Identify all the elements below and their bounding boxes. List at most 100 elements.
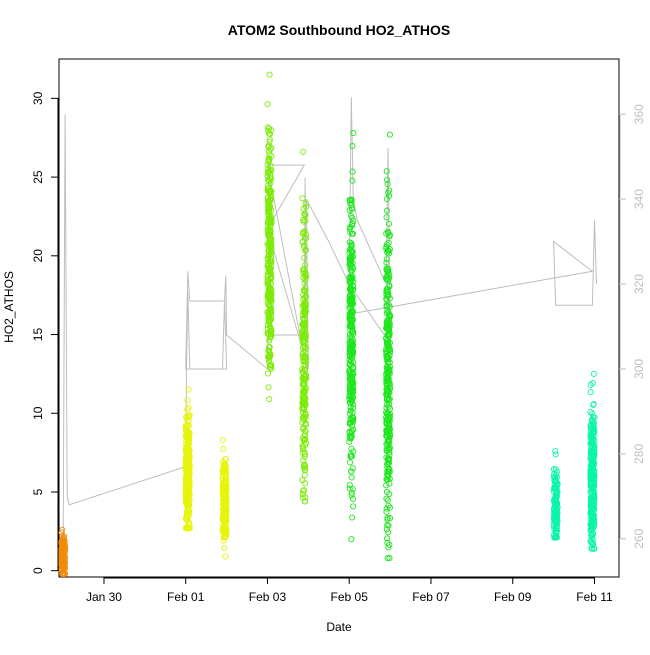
data-point bbox=[384, 497, 391, 504]
y-tick-label: 15 bbox=[31, 328, 45, 342]
data-point bbox=[347, 404, 354, 411]
data-point bbox=[265, 281, 272, 288]
data-point bbox=[590, 419, 598, 427]
x-tick-label: Feb 07 bbox=[412, 590, 450, 604]
data-point bbox=[385, 387, 392, 394]
data-point bbox=[222, 515, 229, 522]
data-point bbox=[552, 447, 559, 455]
data-point bbox=[384, 353, 391, 360]
data-point bbox=[265, 344, 273, 351]
data-point bbox=[383, 409, 390, 416]
data-point bbox=[220, 487, 227, 494]
data-point bbox=[347, 343, 354, 350]
data-point bbox=[384, 468, 391, 475]
data-point bbox=[346, 286, 353, 293]
data-point bbox=[384, 365, 391, 372]
data-point bbox=[265, 354, 273, 361]
data-point bbox=[587, 381, 594, 388]
data-point bbox=[588, 524, 595, 531]
data-point bbox=[302, 362, 309, 369]
data-point bbox=[384, 368, 391, 375]
data-point bbox=[589, 510, 596, 517]
data-point bbox=[267, 333, 274, 341]
data-point bbox=[347, 432, 354, 439]
data-point bbox=[183, 525, 190, 532]
data-point bbox=[554, 504, 561, 511]
data-point bbox=[186, 477, 193, 484]
data-point bbox=[183, 440, 190, 447]
data-point bbox=[348, 474, 355, 481]
data-point bbox=[349, 351, 356, 359]
data-point bbox=[300, 287, 307, 294]
data-point bbox=[383, 245, 390, 252]
data-point bbox=[266, 265, 274, 272]
data-point bbox=[302, 372, 310, 379]
data-point bbox=[299, 321, 306, 328]
data-point bbox=[347, 415, 354, 422]
y-tick-label: 25 bbox=[31, 170, 45, 184]
data-point bbox=[301, 294, 308, 301]
data-point bbox=[299, 333, 307, 340]
data-point bbox=[348, 445, 355, 452]
data-point bbox=[385, 220, 393, 227]
data-point bbox=[349, 380, 356, 387]
data-point bbox=[383, 495, 390, 502]
data-point bbox=[299, 435, 306, 442]
data-point bbox=[589, 541, 597, 549]
data-point bbox=[267, 197, 274, 204]
data-point bbox=[265, 143, 272, 150]
data-point bbox=[61, 542, 68, 549]
data-point bbox=[591, 545, 598, 552]
data-point bbox=[385, 341, 392, 348]
data-point bbox=[385, 471, 392, 478]
data-point bbox=[267, 220, 274, 227]
data-point bbox=[350, 394, 357, 401]
data-point bbox=[302, 276, 309, 283]
data-point bbox=[346, 389, 354, 396]
data-point bbox=[385, 529, 392, 536]
data-point bbox=[383, 505, 390, 512]
data-point bbox=[302, 398, 309, 405]
data-point bbox=[184, 397, 191, 404]
data-point bbox=[588, 523, 595, 530]
data-point bbox=[589, 410, 596, 417]
data-point bbox=[349, 168, 356, 175]
data-point bbox=[59, 549, 66, 556]
x-tick-label: Feb 03 bbox=[249, 590, 287, 604]
data-point bbox=[346, 485, 353, 492]
data-point bbox=[185, 422, 192, 429]
data-point bbox=[184, 446, 191, 453]
data-point bbox=[300, 342, 307, 350]
data-point bbox=[183, 514, 190, 521]
data-point bbox=[553, 471, 560, 478]
data-point bbox=[385, 456, 392, 463]
data-point bbox=[186, 521, 193, 528]
data-point bbox=[386, 303, 393, 310]
chart-title: ATOM2 Southbound HO2_ATHOS bbox=[228, 22, 450, 38]
data-point bbox=[348, 295, 355, 302]
data-point bbox=[347, 372, 354, 379]
data-point bbox=[347, 468, 355, 475]
data-point bbox=[266, 358, 273, 365]
data-point bbox=[221, 544, 228, 551]
data-point bbox=[302, 414, 309, 421]
x-axis-label: Date bbox=[326, 620, 352, 634]
y2-tick-label: 260 bbox=[632, 528, 646, 548]
data-point bbox=[301, 241, 308, 248]
data-point bbox=[185, 404, 192, 411]
data-point bbox=[302, 339, 309, 346]
y2-tick-label: 340 bbox=[632, 189, 646, 209]
data-point bbox=[347, 200, 354, 207]
data-point bbox=[350, 129, 357, 137]
data-point bbox=[386, 383, 393, 390]
data-point bbox=[185, 525, 192, 532]
data-point bbox=[219, 468, 226, 475]
data-point bbox=[265, 384, 272, 391]
data-point bbox=[299, 491, 306, 498]
data-point bbox=[384, 276, 391, 283]
data-point bbox=[184, 470, 192, 477]
data-point bbox=[386, 480, 393, 487]
data-point bbox=[590, 413, 597, 420]
data-point bbox=[587, 408, 594, 415]
data-point bbox=[383, 303, 390, 310]
